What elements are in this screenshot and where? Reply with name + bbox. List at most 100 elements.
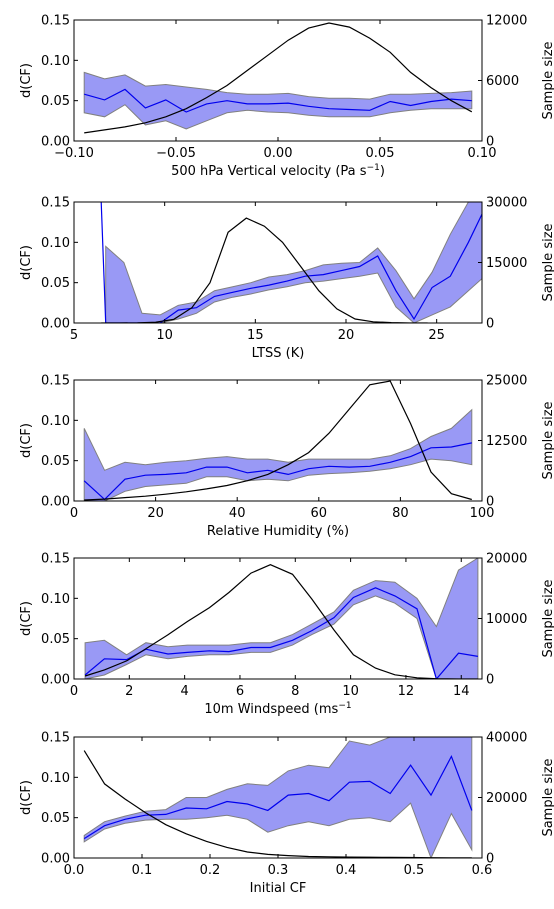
y-tick-label: 0.05 [41, 454, 70, 469]
uncertainty-band [84, 558, 479, 679]
y2-tick-label: 0 [486, 495, 494, 510]
y-tick-label: 0.10 [41, 771, 70, 786]
y-axis-label: d(CF) [19, 780, 34, 815]
x-tick-label: 12 [398, 684, 415, 699]
y2-tick-label: 12500 [486, 434, 527, 449]
x-tick-label: 10 [342, 684, 359, 699]
x-tick-label: 0.2 [200, 863, 221, 878]
y-tick-label: 0.05 [41, 94, 70, 109]
y2-tick-label: 0 [486, 852, 494, 867]
y2-axis-label: Sample size [541, 579, 554, 657]
mean-dcf-line [84, 88, 472, 113]
y-tick-label: 0.00 [41, 317, 70, 332]
x-tick-label: 10 [156, 328, 173, 343]
x-tick-label: 0.4 [336, 863, 357, 878]
mean-dcf-line [84, 587, 478, 679]
x-tick-label: 0.05 [366, 146, 395, 161]
chart-panel-1: −0.10 −0.05 0.00 0.05 0.10 0.00 0.05 0.10 0.15 0 6… [19, 14, 554, 180]
y-tick-label: 0.10 [41, 592, 70, 607]
y2-tick-label: 10000 [486, 612, 527, 627]
chart-panel-4: 0 2 4 6 8 10 12 14 0.00 0.05 0.10 0.15 0 10000 20000 10… [19, 552, 554, 718]
x-tick-label: 80 [392, 506, 409, 521]
y2-tick-label: 0 [486, 673, 494, 688]
sample-size-line [84, 380, 472, 501]
y-tick-label: 0.15 [41, 14, 70, 29]
x-axis-label: Relative Humidity (%) [207, 524, 349, 539]
x-tick-label: 25 [428, 328, 445, 343]
y-tick-label: 0.00 [41, 135, 70, 150]
sample-size-line [84, 564, 478, 679]
x-tick-label: 14 [453, 684, 470, 699]
x-tick-label: 0.1 [132, 863, 153, 878]
y2-axis-label: Sample size [541, 758, 554, 836]
uncertainty-band [83, 71, 473, 130]
x-tick-label: 8 [291, 684, 299, 699]
y2-tick-label: 0 [486, 317, 494, 332]
plot-area [83, 380, 473, 501]
x-tick-label: 0.10 [468, 146, 497, 161]
y2-tick-label: 12000 [486, 14, 527, 29]
x-tick-label: 100 [470, 506, 495, 521]
y-tick-label: 0.05 [41, 276, 70, 291]
x-tick-label: 0 [70, 684, 78, 699]
y-tick-label: 0.00 [41, 673, 70, 688]
plot-area [84, 558, 479, 679]
x-tick-label: 60 [311, 506, 328, 521]
chart-panel-5: 0.0 0.1 0.2 0.3 0.4 0.5 0.6 0.00 0.05 0.10 0.15 0 20… [19, 731, 554, 897]
y-tick-label: 0.10 [41, 414, 70, 429]
y-axis-label: d(CF) [19, 245, 34, 280]
x-tick-label: 6 [236, 684, 244, 699]
plot-area [83, 737, 473, 858]
y2-tick-label: 0 [486, 135, 494, 150]
x-tick-label: 20 [147, 506, 164, 521]
y-axis-label: d(CF) [19, 423, 34, 458]
y-tick-label: 0.00 [41, 852, 70, 867]
y2-tick-label: 25000 [486, 374, 527, 389]
chart-panel-3: 0 20 40 60 80 100 0.00 0.05 0.10 0.15 0 12500 25000 R… [19, 374, 554, 540]
x-tick-label: 15 [247, 328, 264, 343]
y-tick-label: 0.15 [41, 196, 70, 211]
uncertainty-band [83, 737, 473, 858]
x-tick-label: 0.0 [64, 863, 85, 878]
y2-axis-label: Sample size [541, 223, 554, 301]
chart-panel-2: 5 10 15 20 25 0.00 0.05 0.10 0.15 0 15000 30000 LTSS… [19, 196, 554, 362]
x-axis-label: LTSS (K) [252, 346, 305, 361]
x-tick-label: 20 [338, 328, 355, 343]
x-tick-label: 40 [229, 506, 246, 521]
mean-dcf-line [83, 442, 472, 501]
x-tick-label: 0.6 [472, 863, 493, 878]
uncertainty-band [83, 408, 473, 501]
x-axis-label: 500 hPa Vertical velocity (Pa s−1) [171, 163, 385, 179]
sample-size-line [101, 217, 428, 323]
sample-size-line [84, 22, 473, 134]
y2-tick-label: 40000 [486, 731, 527, 746]
y2-tick-label: 6000 [486, 74, 519, 89]
y-tick-label: 0.15 [41, 374, 70, 389]
x-axis-label: 10m Windspeed (ms−1 [204, 701, 351, 717]
y2-axis-label: Sample size [541, 41, 554, 119]
plot-area [83, 22, 473, 134]
x-tick-label: −0.05 [156, 146, 196, 161]
y2-tick-label: 20000 [486, 552, 527, 567]
y-tick-label: 0.05 [41, 632, 70, 647]
x-tick-label: 4 [181, 684, 189, 699]
y2-tick-label: 30000 [486, 196, 527, 211]
y2-tick-label: 15000 [486, 256, 527, 271]
x-tick-label: 0 [70, 506, 78, 521]
x-tick-label: 5 [70, 328, 78, 343]
x-tick-label: 0.3 [268, 863, 289, 878]
x-tick-label: −0.10 [54, 146, 94, 161]
y-tick-label: 0.05 [41, 811, 70, 826]
y-tick-label: 0.10 [41, 54, 70, 69]
y-axis-label: d(CF) [19, 601, 34, 636]
x-tick-label: 0.00 [264, 146, 293, 161]
y-axis-label: d(CF) [19, 63, 34, 98]
uncertainty-band [105, 202, 482, 323]
x-tick-label: 0.5 [404, 863, 425, 878]
y-tick-label: 0.10 [41, 236, 70, 251]
y-tick-label: 0.00 [41, 495, 70, 510]
y-tick-label: 0.15 [41, 731, 70, 746]
y2-tick-label: 20000 [486, 791, 527, 806]
y-tick-label: 0.15 [41, 552, 70, 567]
